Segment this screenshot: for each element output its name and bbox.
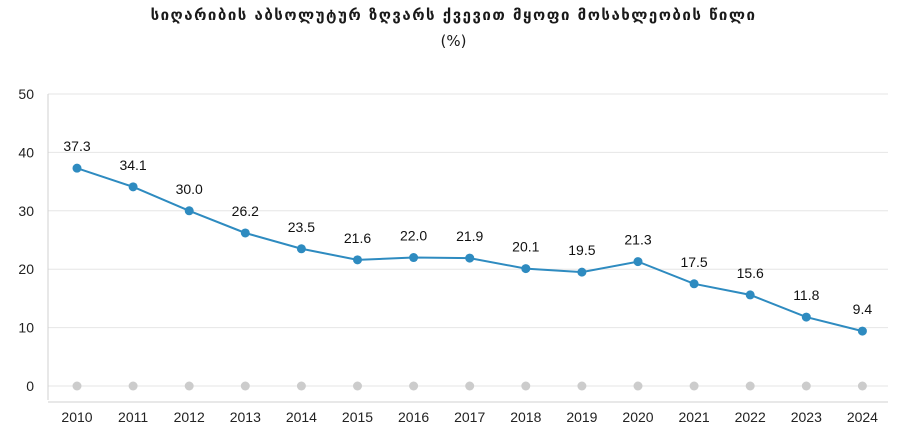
x-tick-label: 2013 — [230, 409, 261, 425]
data-point — [689, 279, 699, 289]
y-tick-label: 50 — [18, 86, 34, 102]
data-label: 30.0 — [176, 181, 203, 197]
baseline-marker — [857, 381, 867, 391]
x-tick-label: 2024 — [847, 409, 878, 425]
y-tick-label: 40 — [18, 144, 34, 160]
data-label: 21.3 — [624, 232, 651, 248]
data-label: 34.1 — [119, 157, 146, 173]
data-point — [409, 253, 419, 263]
baseline-marker — [128, 381, 138, 391]
baseline-marker — [801, 381, 811, 391]
data-label: 21.6 — [344, 230, 371, 246]
y-axis: 0 10 20 30 40 50 — [18, 86, 49, 400]
baseline-marker — [184, 381, 194, 391]
data-point — [128, 182, 138, 192]
baseline-markers — [72, 381, 867, 391]
data-point — [296, 244, 306, 254]
x-tick-label: 2020 — [622, 409, 653, 425]
data-point — [184, 206, 194, 216]
data-point — [465, 253, 475, 263]
x-tick-label: 2021 — [679, 409, 710, 425]
chart-subtitle: (%) — [440, 32, 467, 50]
baseline-marker — [353, 381, 362, 391]
data-point — [353, 255, 362, 265]
baseline-marker — [465, 381, 475, 391]
chart-title: სიღარიბის აბსოლუტურ ზღვარს ქვევით მყოფი … — [150, 6, 757, 24]
data-label: 20.1 — [512, 239, 539, 255]
baseline-marker — [296, 381, 306, 391]
x-tick-label: 2019 — [566, 409, 597, 425]
x-tick-label: 2016 — [398, 409, 429, 425]
data-label: 22.0 — [400, 228, 427, 244]
x-tick-label: 2015 — [342, 409, 373, 425]
y-tick-label: 0 — [26, 378, 34, 394]
y-tick-label: 10 — [18, 320, 34, 336]
series-group — [72, 163, 867, 336]
x-tick-label: 2017 — [454, 409, 485, 425]
x-tick-label: 2012 — [174, 409, 205, 425]
baseline-marker — [521, 381, 531, 391]
data-point — [240, 228, 250, 238]
x-tick-label: 2022 — [735, 409, 766, 425]
x-tick-label: 2014 — [286, 409, 317, 425]
data-point — [745, 290, 755, 300]
data-label: 21.9 — [456, 228, 483, 244]
y-tick-label: 30 — [18, 203, 34, 219]
data-point — [521, 264, 531, 274]
data-point — [857, 326, 867, 336]
data-label: 23.5 — [288, 219, 315, 235]
x-tick-label: 2011 — [118, 409, 148, 425]
x-tick-label: 2018 — [510, 409, 541, 425]
data-label: 9.4 — [853, 301, 873, 317]
data-label: 17.5 — [680, 254, 707, 270]
baseline-marker — [409, 381, 419, 391]
x-tick-label: 2023 — [791, 409, 822, 425]
data-label: 15.6 — [737, 265, 764, 281]
y-tick-label: 20 — [18, 261, 34, 277]
data-label: 19.5 — [568, 242, 595, 258]
data-point — [577, 267, 587, 277]
baseline-marker — [689, 381, 699, 391]
data-point — [633, 257, 643, 267]
data-point — [801, 312, 811, 322]
data-label: 37.3 — [63, 138, 90, 154]
data-label: 26.2 — [232, 203, 259, 219]
x-tick-label: 2010 — [61, 409, 92, 425]
baseline-marker — [745, 381, 755, 391]
data-point — [72, 163, 82, 173]
data-labels: 37.3 34.1 30.0 26.2 23.5 21.6 22.0 21.9 20.1 19.5… — [63, 138, 872, 317]
baseline-marker — [633, 381, 643, 391]
baseline-marker — [240, 381, 250, 391]
baseline-marker — [577, 381, 587, 391]
data-label: 11.8 — [793, 287, 819, 303]
baseline-marker — [72, 381, 82, 391]
x-axis: 2010 2011 2012 2013 2014 2015 2016 2017 2018 2019… — [48, 401, 888, 425]
